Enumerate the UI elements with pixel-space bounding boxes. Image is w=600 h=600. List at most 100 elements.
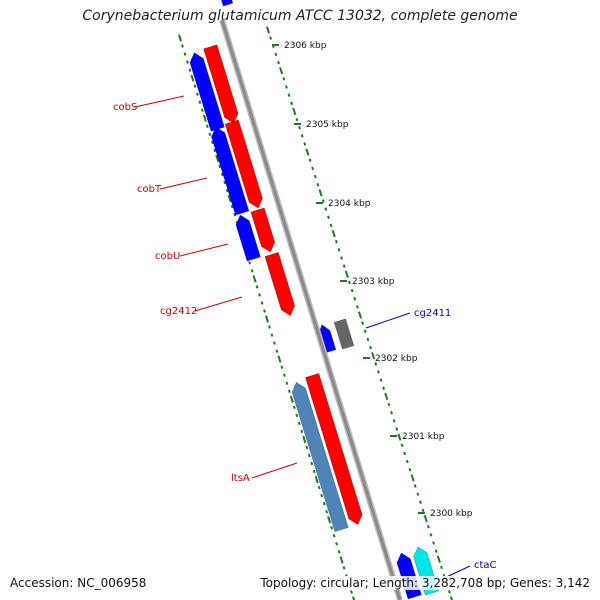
outer-tick	[188, 68, 192, 72]
inner-tick	[284, 85, 288, 89]
red-arrow-2-shape	[224, 119, 263, 209]
outer-tick	[317, 485, 321, 490]
inner-tick	[395, 427, 399, 431]
cobS-arrow	[189, 52, 225, 132]
inner-tick	[429, 533, 433, 537]
gene-label-cg2412: cg2412	[160, 306, 197, 317]
outer-tick	[352, 596, 356, 600]
ltsA-arrow	[291, 381, 349, 533]
outer-tick	[250, 269, 254, 273]
inner-tick	[298, 125, 301, 130]
grey-feature	[333, 318, 355, 350]
inner-tick	[355, 305, 359, 309]
scale-label: 2304 kbp	[328, 199, 371, 209]
red-arrow-1	[203, 44, 239, 124]
outer-tick	[233, 212, 237, 217]
red-arrow-2	[224, 119, 263, 209]
outer-tick	[220, 172, 224, 177]
inner-tick	[369, 345, 372, 350]
scale-label: 2305 kbp	[306, 120, 349, 130]
outer-tick	[300, 429, 304, 434]
outer-tick	[325, 509, 329, 514]
accession-text: Accession: NC_006958	[10, 576, 147, 590]
outer-tick	[314, 475, 319, 484]
cobT-arrow	[211, 126, 250, 216]
outer-tick	[280, 365, 284, 369]
inner-tick	[413, 484, 417, 488]
cobU-arrow	[235, 214, 261, 262]
red-arrow-1-shape	[203, 44, 239, 124]
inner-tick	[279, 67, 284, 75]
inner-tick	[269, 36, 273, 40]
inner-tick	[265, 26, 271, 34]
gene-leader-ltsA	[251, 462, 298, 479]
outer-tick	[302, 435, 307, 444]
scale-label: 2303 kbp	[352, 277, 395, 287]
inner-tick	[361, 321, 365, 325]
inner-tick	[416, 492, 420, 496]
gene-label-ctaC: ctaC	[474, 560, 497, 571]
inner-tick	[334, 239, 338, 244]
inner-tick	[440, 565, 443, 570]
cg2412-arrow-shape	[264, 251, 296, 317]
outer-tick	[223, 180, 227, 185]
scale-label: 2306 kbp	[284, 41, 327, 51]
inner-tick	[421, 508, 425, 513]
inner-tick	[305, 148, 310, 156]
outer-tick	[330, 526, 334, 530]
inner-tick	[376, 370, 380, 374]
outer-tick	[193, 84, 197, 88]
outer-tick	[287, 389, 291, 393]
inner-tick	[426, 524, 430, 529]
gene-leader-cg2411	[365, 312, 411, 329]
red-arrow-5	[305, 373, 363, 526]
inner-tick	[274, 52, 278, 57]
inner-tick	[295, 117, 299, 122]
inner-tick	[340, 256, 344, 260]
outer-tick	[258, 293, 261, 297]
outer-tick	[202, 114, 207, 122]
outer-tick	[200, 108, 204, 112]
inner-tick	[290, 101, 294, 106]
grey-feature-shape	[333, 318, 355, 350]
outer-tick	[208, 132, 212, 137]
outer-tick	[268, 325, 271, 329]
inner-tick	[282, 77, 286, 81]
outer-tick	[273, 341, 276, 345]
inner-tick	[366, 337, 370, 342]
outer-tick	[332, 534, 336, 538]
outer-tick	[297, 421, 301, 426]
outer-tick	[275, 349, 279, 353]
outer-tick	[310, 461, 314, 466]
inner-tick	[392, 419, 396, 423]
outer-tick	[327, 516, 332, 524]
outer-tick	[307, 453, 311, 458]
outer-tick	[210, 140, 214, 145]
inner-tick	[357, 311, 363, 319]
backbone-line	[220, 19, 402, 600]
cobT-arrow-shape	[211, 126, 250, 216]
outer-tick	[337, 550, 341, 554]
gene-label-ltsA: ltsA	[231, 473, 250, 484]
outer-tick	[289, 395, 294, 403]
outer-tick	[183, 52, 187, 56]
gene-label-cobS: cobS	[113, 102, 137, 113]
inner-tick	[342, 264, 346, 268]
outer-tick	[225, 188, 229, 193]
inner-tick	[348, 280, 351, 285]
gene-leader-cg2412	[194, 296, 243, 312]
red-arrow-5-shape	[305, 373, 363, 526]
outer-tick	[350, 590, 353, 594]
outer-tick	[196, 92, 199, 96]
outer-tick	[342, 566, 346, 570]
scale-labels: 2306 kbp 2305 kbp 2304 kbp 2303 kbp 2302 kbp…	[272, 41, 473, 519]
inner-tick	[363, 329, 367, 334]
outer-tick	[186, 60, 189, 64]
inner-tick	[311, 166, 315, 171]
scale-label: 2302 kbp	[375, 354, 418, 364]
outer-tick	[322, 501, 326, 506]
outer-tick	[292, 405, 296, 410]
inner-tick	[313, 174, 317, 179]
summary-text: Topology: circular; Length: 3,282,708 bp…	[260, 576, 590, 590]
outer-tick	[190, 74, 195, 82]
